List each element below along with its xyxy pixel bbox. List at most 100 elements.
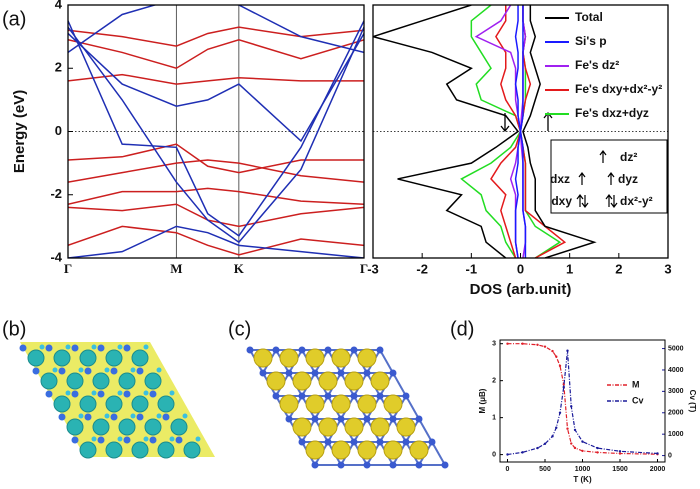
panel-label: (d) xyxy=(450,318,474,340)
si-atom xyxy=(311,461,319,469)
si-atom xyxy=(45,390,53,398)
point xyxy=(618,452,622,455)
si-atom xyxy=(162,413,170,421)
si-atom xyxy=(389,461,397,469)
si-atom xyxy=(123,344,131,352)
si-atom xyxy=(175,436,183,444)
si-atom xyxy=(52,367,58,373)
fe-atom xyxy=(79,441,97,459)
y-tick-label: 4 xyxy=(55,0,63,11)
si-atom xyxy=(363,369,371,377)
si-atom xyxy=(149,390,157,398)
fe-atom xyxy=(357,440,377,460)
y-axis-label: Energy (eV) xyxy=(11,90,28,173)
si-atom xyxy=(65,390,71,396)
y2-tick-label: 2000 xyxy=(668,410,684,417)
point xyxy=(555,355,558,358)
si-atom xyxy=(32,367,40,375)
fe-atom xyxy=(131,395,149,413)
si-atom xyxy=(91,436,97,442)
si-atom xyxy=(324,346,332,354)
y-tick-label: 0 xyxy=(55,123,62,138)
dos-curve xyxy=(373,5,520,258)
si-atom xyxy=(110,413,118,421)
fe-atom xyxy=(183,441,201,459)
band xyxy=(68,39,364,70)
plot-frame xyxy=(372,4,669,259)
y-tick-label: 3 xyxy=(492,341,496,348)
si-atom xyxy=(156,413,162,419)
si-atom xyxy=(169,436,175,442)
si-atom xyxy=(117,436,123,442)
y-axis-label: M (μB) xyxy=(478,388,487,413)
point xyxy=(543,442,547,446)
si-atom xyxy=(389,415,397,423)
fe-atom xyxy=(409,440,429,460)
si-atom xyxy=(136,413,144,421)
panel-label: (a) xyxy=(2,8,26,30)
fe-atom xyxy=(105,441,123,459)
y2-tick-label: 1000 xyxy=(668,431,684,438)
fe-atom xyxy=(157,395,175,413)
band xyxy=(68,32,364,143)
si-atom xyxy=(376,392,384,400)
fe-atom xyxy=(383,394,403,414)
orbital-label: dz² xyxy=(620,150,637,164)
si-atom xyxy=(91,344,97,350)
point xyxy=(506,453,509,456)
plot-frame xyxy=(67,4,365,259)
si-atom xyxy=(428,438,436,446)
x-tick-label: 1000 xyxy=(575,466,591,473)
si-atom xyxy=(78,413,84,419)
fe-atom xyxy=(105,349,123,367)
si-atom xyxy=(58,413,66,421)
fe-atom xyxy=(118,418,136,436)
x-tick-label: 500 xyxy=(539,466,551,473)
x-tick-label: 2000 xyxy=(650,466,666,473)
point xyxy=(536,343,539,347)
si-atom xyxy=(143,390,149,396)
point xyxy=(596,446,599,450)
si-atom xyxy=(130,413,136,419)
si-atom xyxy=(97,344,105,352)
legend-label: M xyxy=(632,379,640,389)
fe-atom xyxy=(305,440,325,460)
y2-tick-label: 3000 xyxy=(668,388,684,395)
x-tick-label: -2 xyxy=(416,261,428,276)
crystal-structure xyxy=(246,346,449,469)
fe-atom xyxy=(357,348,377,368)
y-tick-label: 1 xyxy=(492,414,496,421)
fe-atom xyxy=(131,441,149,459)
y-tick-label: 2 xyxy=(492,378,496,385)
orbital-arrows xyxy=(576,150,618,208)
x-tick-label: K xyxy=(234,261,245,276)
fe-atom xyxy=(79,349,97,367)
x-tick-label: M xyxy=(170,261,182,276)
y-tick-label: 0 xyxy=(492,451,496,458)
y-tick-label: -4 xyxy=(50,249,62,264)
legend-label: Si's p xyxy=(575,34,607,48)
x-tick-label: 1 xyxy=(566,261,573,276)
si-atom xyxy=(65,344,71,350)
si-atom xyxy=(91,390,97,396)
y-tick-label: 2 xyxy=(55,60,62,75)
si-atom xyxy=(337,461,345,469)
si-atom xyxy=(402,438,410,446)
si-atom xyxy=(285,369,293,377)
bond xyxy=(405,395,420,420)
fe-atom xyxy=(331,394,351,414)
si-atom xyxy=(84,413,92,421)
si-atom xyxy=(285,415,293,423)
band xyxy=(68,203,364,228)
fe-atom xyxy=(53,395,71,413)
si-atom xyxy=(169,390,175,396)
fe-atom xyxy=(66,372,84,390)
si-atom xyxy=(363,415,371,423)
point xyxy=(596,451,599,454)
si-atom xyxy=(71,344,79,352)
si-atom xyxy=(136,367,144,375)
x-tick-label: -1 xyxy=(466,261,478,276)
point xyxy=(555,426,558,429)
fe-atom xyxy=(370,417,390,437)
